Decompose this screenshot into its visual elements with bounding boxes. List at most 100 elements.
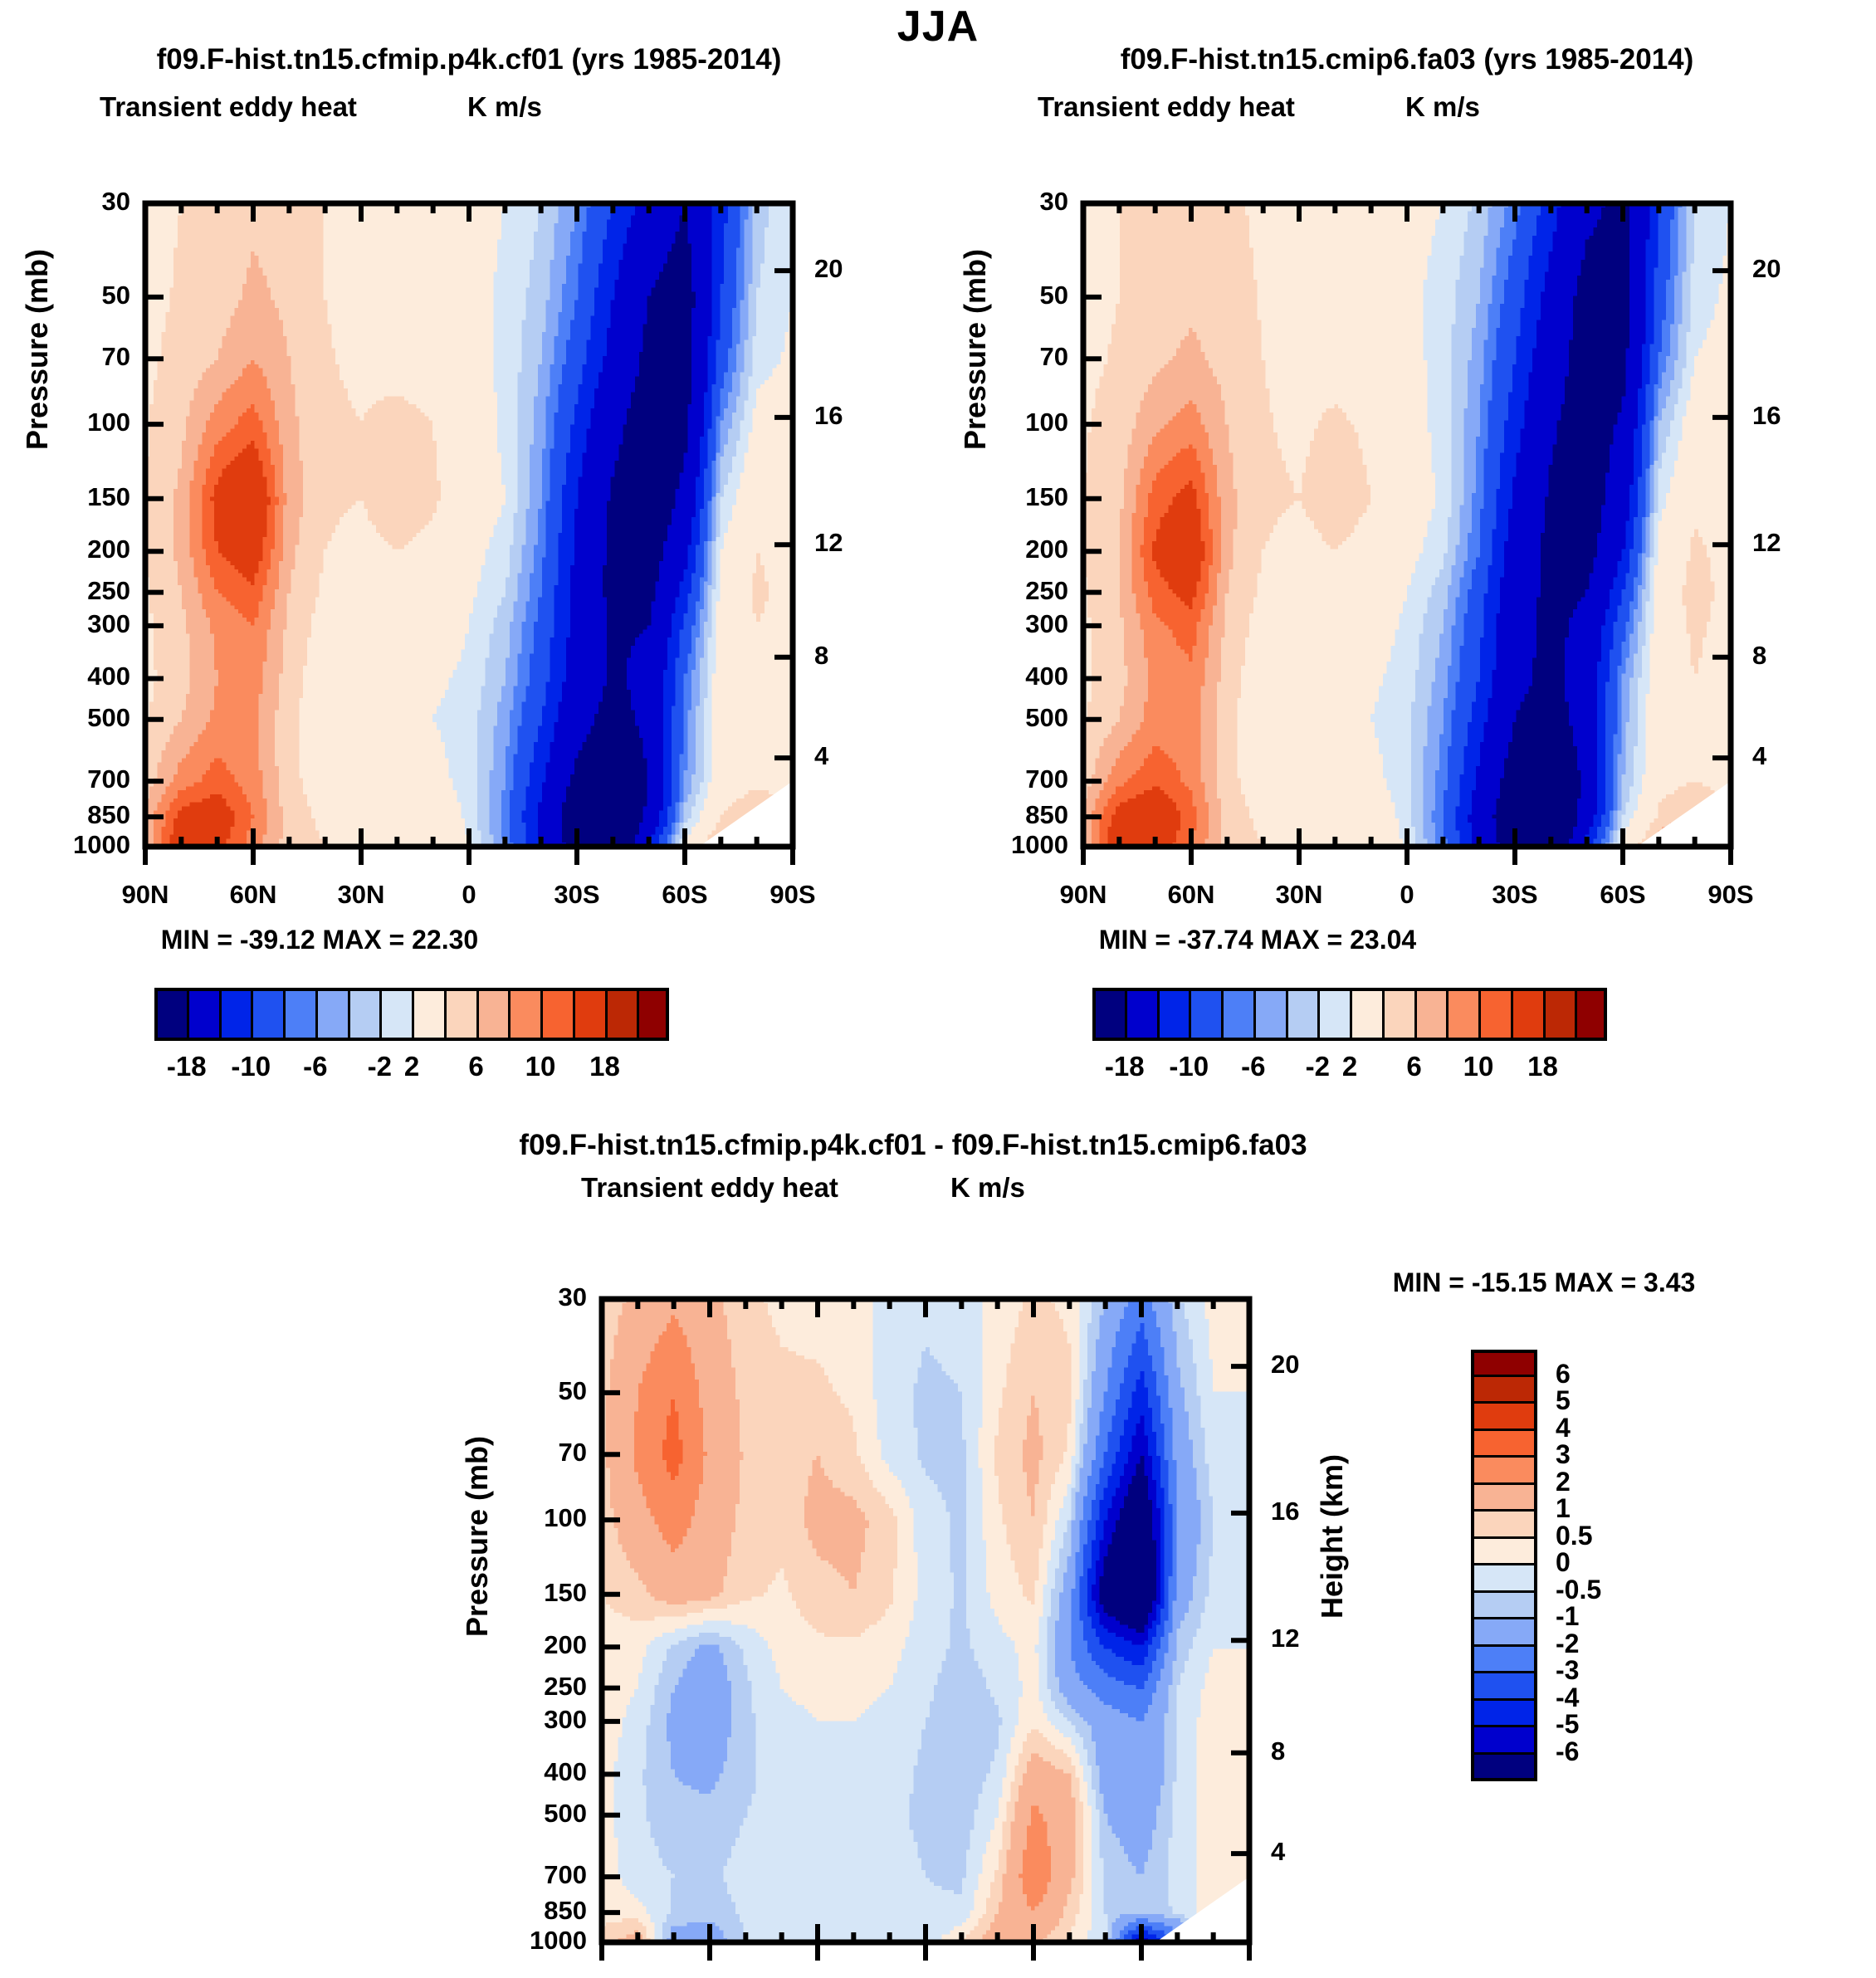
colorbar-top-right-cell [1510,988,1543,1041]
pressure-tick-label: 400 [1025,662,1068,691]
latitude-tick-label: 90S [1191,1976,1307,1978]
pressure-tick-label: 300 [87,608,130,638]
latitude-tick-label: 90S [1707,880,1754,909]
height-tick-label: 12 [1271,1624,1300,1653]
panel-top-right-variable-label: Transient eddy heat [1038,91,1295,122]
height-tick-label: 16 [814,400,843,430]
colorbar-top-right-label: -2 [1305,1051,1330,1082]
colorbar-top-right-label: 10 [1463,1051,1494,1082]
colorbar-top-right-cell [1156,988,1190,1041]
pressure-tick-label: 200 [1025,535,1068,564]
latitude-tick-label: 60N [229,880,277,909]
colorbar-top-right-cell [1253,988,1286,1041]
panel-difference-title: f09.F-hist.tn15.cfmip.p4k.cf01 - f09.F-h… [519,1129,1307,1161]
pressure-tick-label: 70 [101,342,130,372]
height-tick-label: 8 [1752,640,1767,670]
colorbar-top-right-label: -18 [1104,1051,1145,1082]
panel-top-right-title: f09.F-hist.tn15.cmip6.fa03 (yrs 1985-201… [1120,43,1694,76]
pressure-tick-label: 70 [558,1438,587,1468]
height-tick-label: 16 [1271,1496,1300,1526]
latitude-tick-label: 30N [760,1976,876,1978]
colorbar-top-left-cell [476,988,509,1041]
colorbar-top-right [1092,988,1607,1041]
colorbar-difference-cell [1471,1754,1537,1781]
pressure-tick-label: 150 [544,1577,587,1607]
colorbar-top-right-label: -6 [1241,1051,1266,1082]
colorbar-difference-frame [1471,1350,1537,1781]
colorbar-difference-cell [1471,1376,1537,1404]
colorbar-top-left-cell [315,988,348,1041]
colorbar-top-left-cell [283,988,315,1041]
height-tick-label: 20 [814,254,843,284]
pressure-tick-label: 850 [1025,800,1068,830]
colorbar-top-right-cell [1317,988,1350,1041]
colorbar-difference-label: -5 [1556,1709,1580,1739]
panel-top-left-title: f09.F-hist.tn15.cfmip.p4k.cf01 (yrs 1985… [156,43,782,76]
colorbar-difference-label: 5 [1556,1385,1571,1415]
colorbar-top-right-cell [1189,988,1221,1041]
colorbar-difference-cell [1471,1538,1537,1565]
pressure-tick-label: 500 [87,702,130,732]
height-tick-label: 16 [1752,400,1781,430]
height-tick-label: 4 [814,741,829,771]
colorbar-difference-label: 1 [1556,1493,1571,1523]
pressure-tick-label: 50 [101,280,130,310]
colorbar-top-right-cell [1478,988,1511,1041]
colorbar-top-left-label: 6 [468,1051,484,1082]
colorbar-top-left-label: 10 [525,1051,556,1082]
pressure-tick-label: 400 [87,662,130,691]
colorbar-top-right-cell [1414,988,1447,1041]
latitude-tick-label: 90N [544,1976,660,1978]
colorbar-difference-cell [1471,1673,1537,1701]
pressure-tick-label: 1000 [530,1926,587,1955]
colorbar-top-right-label: 2 [1341,1051,1358,1082]
colorbar-difference-cell [1471,1592,1537,1619]
latitude-tick-label: 60S [1083,1976,1199,1978]
colorbar-top-right-cell [1381,988,1414,1041]
pressure-tick-label: 30 [1039,187,1068,216]
figure-season-title: JJA [896,2,980,51]
latitude-tick-label: 60S [1600,880,1646,909]
pressure-tick-label: 30 [101,187,130,216]
colorbar-difference-label: 0.5 [1556,1520,1593,1551]
pressure-tick-label: 1000 [1011,830,1068,859]
height-tick-label: 8 [814,640,829,670]
pressure-tick-label: 50 [1039,280,1068,310]
latitude-tick-label: 60S [662,880,708,909]
colorbar-top-left-cell [412,988,444,1041]
latitude-tick-label: 90S [769,880,816,909]
colorbar-top-left-cell [604,988,638,1041]
pressure-tick-label: 200 [87,535,130,564]
latitude-tick-label: 90N [1059,880,1107,909]
colorbar-difference-label: -0.5 [1556,1574,1602,1604]
pressure-tick-label: 1000 [73,830,130,859]
pressure-tick-label: 300 [1025,608,1068,638]
panel-difference-variable-label: Transient eddy heat [581,1172,838,1203]
colorbar-top-left-label: 18 [589,1051,620,1082]
panel-top-left-minmax: MIN = -39.12 MAX = 22.30 [160,925,479,955]
height-tick-label: 8 [1271,1736,1286,1766]
latitude-tick-label: 0 [462,880,476,909]
colorbar-difference-label: 0 [1556,1547,1571,1577]
latitude-tick-label: 30S [975,1976,1092,1978]
colorbar-top-right-cell [1221,988,1253,1041]
latitude-tick-label: 30N [1275,880,1323,909]
pressure-tick-label: 70 [1039,342,1068,372]
height-tick-label: 20 [1271,1350,1300,1380]
pressure-tick-label: 700 [544,1860,587,1890]
colorbar-top-right-cell [1350,988,1382,1041]
pressure-tick-label: 500 [544,1798,587,1828]
colorbar-difference-label: 6 [1556,1358,1571,1389]
latitude-tick-label: 90N [121,880,169,909]
colorbar-difference-cell [1471,1700,1537,1727]
pressure-tick-label: 50 [558,1375,587,1405]
pressure-tick-label: 400 [544,1757,587,1787]
colorbar-top-right-label: -10 [1169,1051,1209,1082]
colorbar-top-right-cell [1285,988,1318,1041]
pressure-tick-label: 150 [87,481,130,511]
colorbar-top-left-label: -6 [303,1051,328,1082]
colorbar-top-left-cell [443,988,476,1041]
colorbar-difference-cell [1471,1430,1537,1458]
